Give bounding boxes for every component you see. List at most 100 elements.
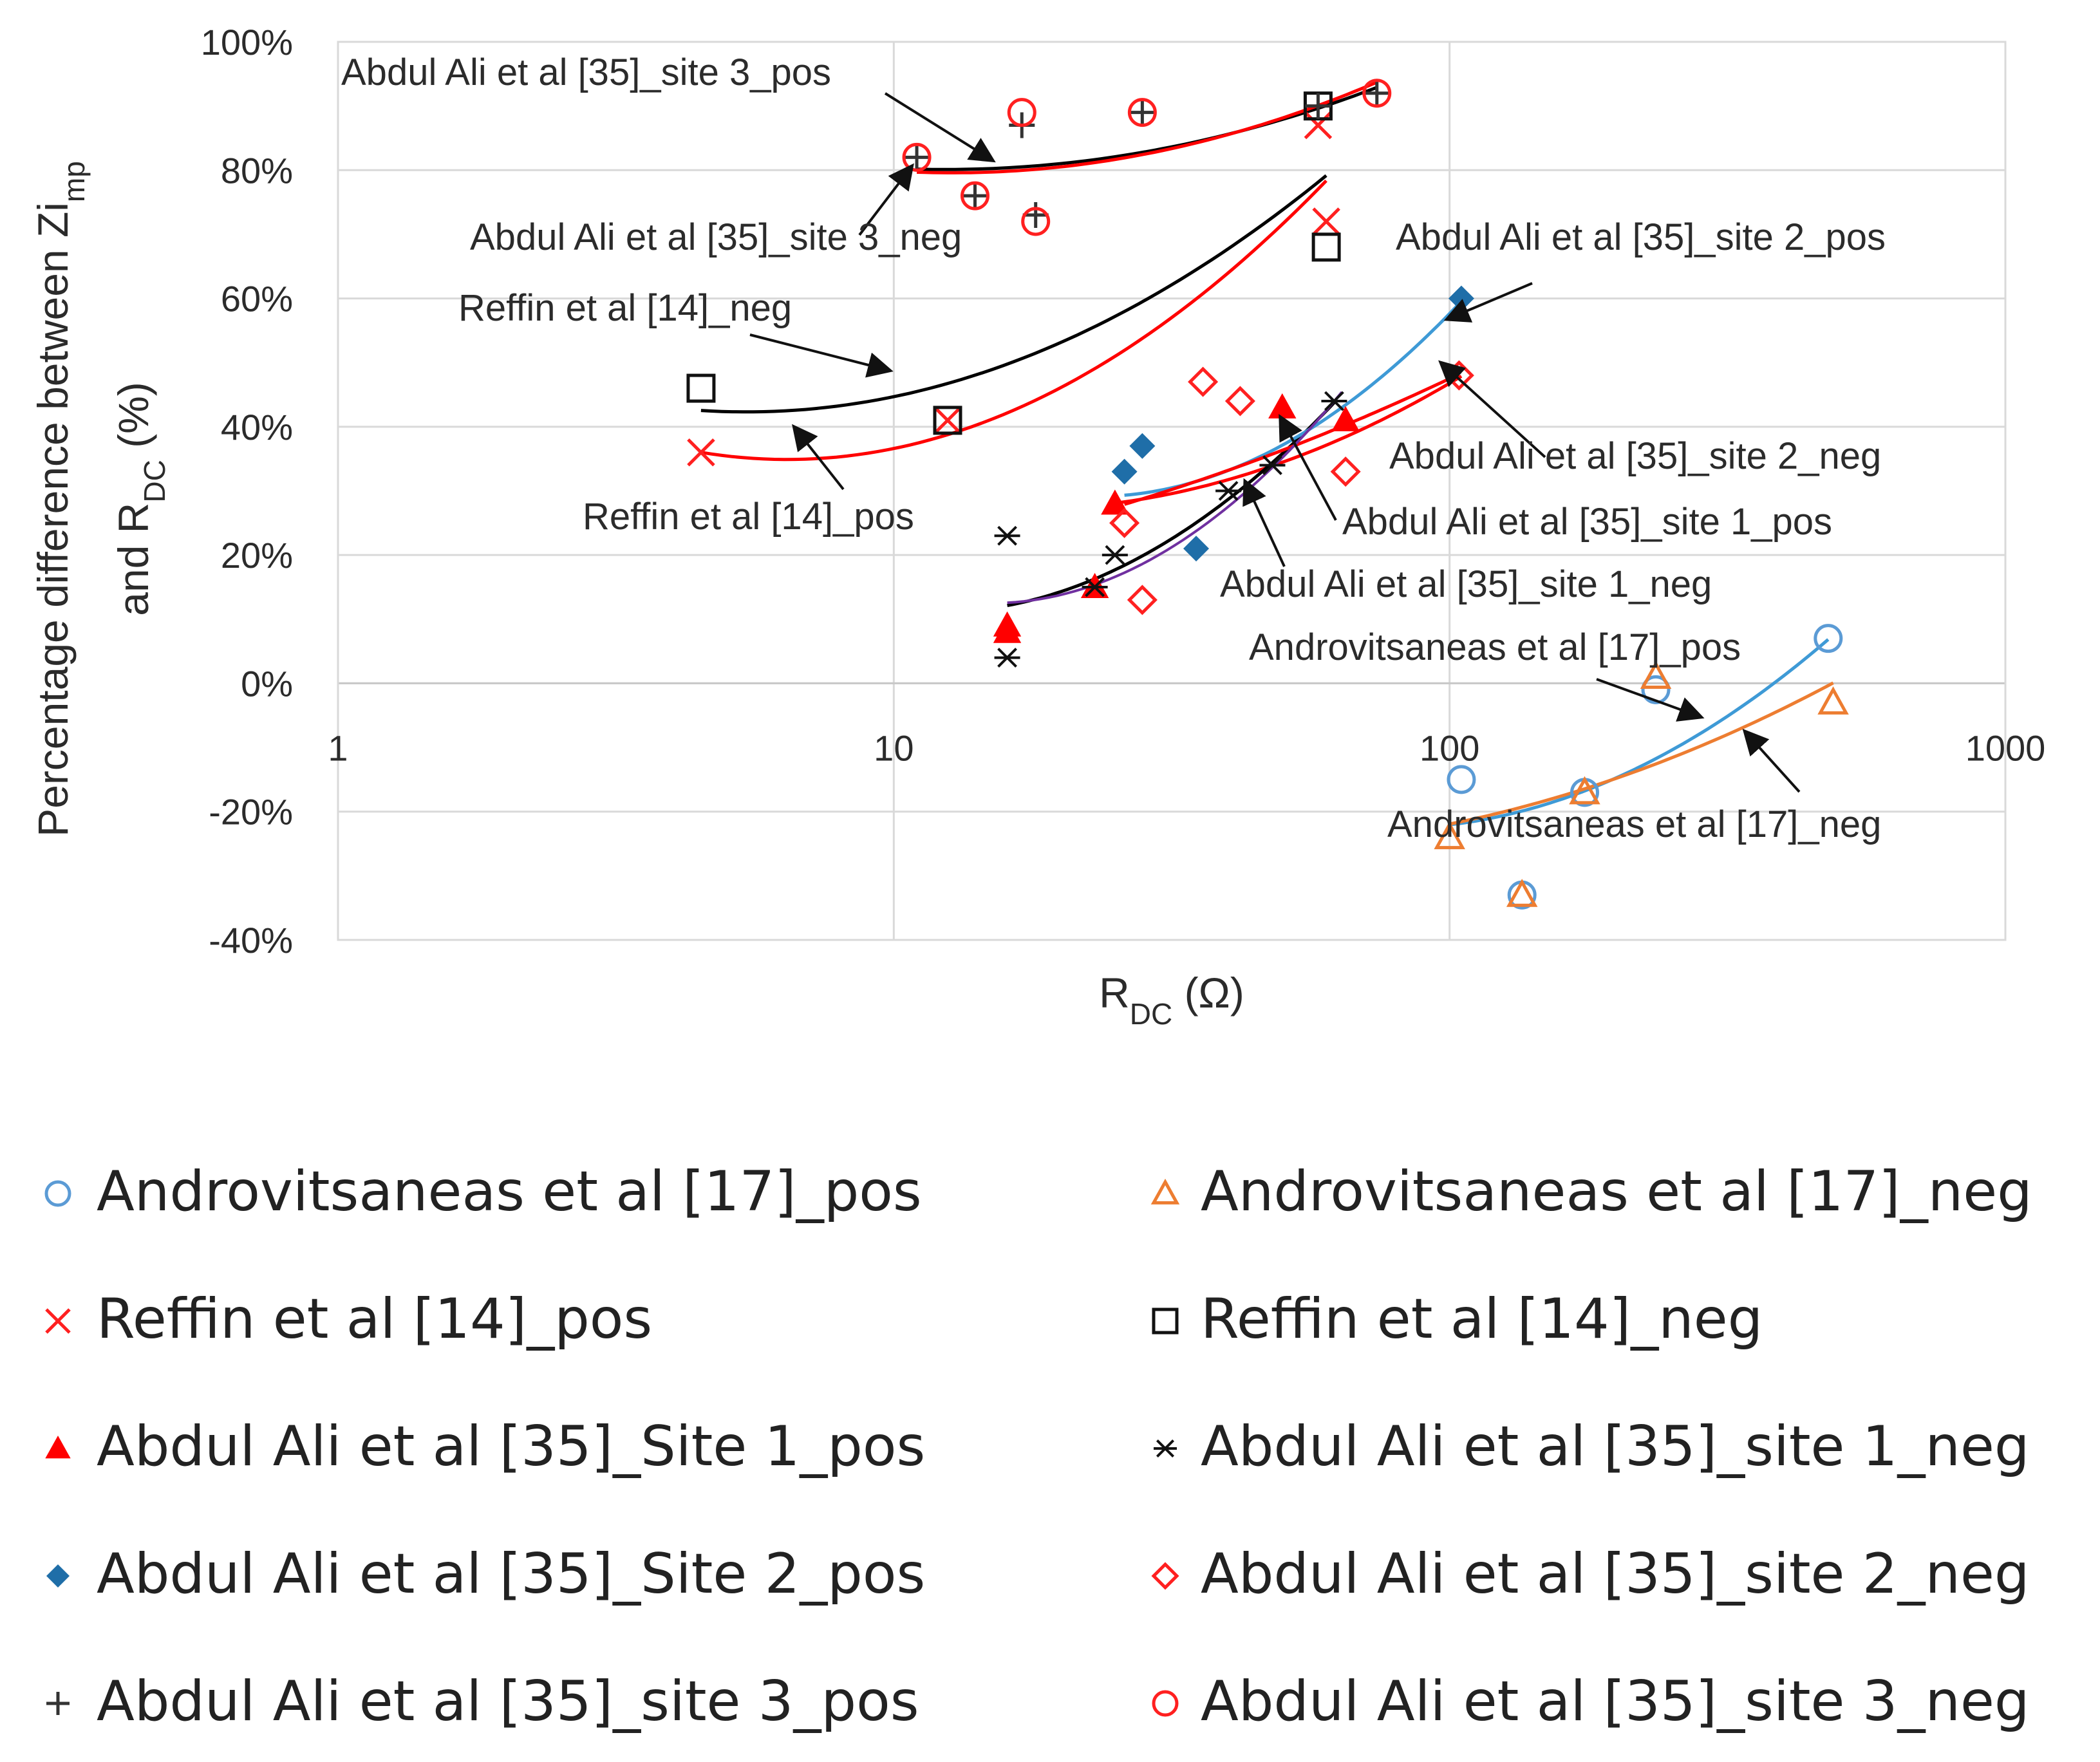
svg-text:and RDC (%): and RDC (%) xyxy=(109,382,171,616)
marker-triangle xyxy=(1434,821,1465,850)
marker-plus xyxy=(46,1692,70,1715)
marker-triangle xyxy=(45,1435,71,1459)
annotation-arrow xyxy=(858,163,914,236)
data-point xyxy=(687,438,715,467)
marker-x xyxy=(687,438,715,467)
trendline xyxy=(1007,401,1336,608)
annotations: Abdul Ali et al [35]_site 3_pos Abdul Al… xyxy=(341,52,1886,845)
data-point xyxy=(1640,661,1672,689)
y-tick-label: -20% xyxy=(209,792,293,832)
marker-diamond xyxy=(1448,285,1474,312)
marker-asterisk xyxy=(1321,391,1347,411)
annotation: Abdul Ali et al [35]_site 2_pos xyxy=(1396,216,1886,258)
x-axis-ticks: 1 10 100 1000 xyxy=(328,727,2045,768)
marker-diamond xyxy=(1224,386,1255,417)
annotation: Abdul Ali et al [35]_site 1_neg xyxy=(1220,563,1712,605)
marker-diamond xyxy=(1188,366,1219,397)
marker-circle xyxy=(1447,765,1476,794)
data-point xyxy=(933,406,962,435)
marker-x xyxy=(933,406,962,435)
annotation-arrow xyxy=(749,333,894,378)
data-point xyxy=(1101,489,1129,515)
data-points xyxy=(686,79,1849,910)
data-point xyxy=(904,144,930,171)
x-tick-label: 100 xyxy=(1420,727,1479,768)
data-point xyxy=(1007,98,1036,127)
y-label-line1-sub: mp xyxy=(57,161,91,202)
marker-asterisk xyxy=(1215,481,1242,501)
marker-diamond xyxy=(1129,433,1156,459)
annotation-arrow xyxy=(1596,678,1705,722)
trendlines xyxy=(700,80,1834,827)
annotation: Abdul Ali et al [35]_site 1_pos xyxy=(1342,501,1832,543)
marker-diamond xyxy=(1330,456,1361,487)
data-point xyxy=(1814,624,1843,653)
marker-triangle xyxy=(1569,776,1600,805)
marker-diamond xyxy=(1127,585,1158,615)
legend-item: Abdul Ali et al [35]_Site 1_pos xyxy=(45,1414,925,1479)
marker-triangle xyxy=(1150,1178,1180,1204)
y-label-line2: and R xyxy=(109,503,157,616)
data-point xyxy=(1312,207,1340,236)
data-point xyxy=(1259,455,1286,476)
legend-item: Androvitsaneas et al [17]_pos xyxy=(44,1159,922,1224)
data-point xyxy=(1150,1178,1180,1204)
annotation: Abdul Ali et al [35]_site 3_neg xyxy=(470,216,962,258)
data-point xyxy=(960,181,989,211)
legend-label: Abdul Ali et al [35]_site 2_neg xyxy=(1201,1542,2030,1606)
marker-plus xyxy=(1022,202,1049,229)
data-point xyxy=(1268,393,1297,418)
y-tick-label: 20% xyxy=(221,535,293,576)
marker-triangle xyxy=(1101,489,1129,515)
data-point xyxy=(1183,536,1210,562)
marker-asterisk xyxy=(994,525,1020,546)
x-tick-label: 10 xyxy=(874,727,914,768)
marker-plus xyxy=(962,183,988,209)
y-tick-label: 0% xyxy=(241,663,293,704)
x-label-main: R xyxy=(1099,969,1130,1017)
data-point xyxy=(902,142,932,172)
trendline xyxy=(700,179,1327,462)
plot-frame xyxy=(337,41,2007,941)
annotation: Reffin et al [14]_pos xyxy=(583,496,914,538)
data-point xyxy=(1129,99,1156,126)
marker-triangle xyxy=(1268,393,1297,418)
legend-item: Reffin et al [14]_pos xyxy=(45,1287,652,1351)
marker-plus xyxy=(1364,80,1390,106)
marker-triangle xyxy=(993,611,1022,637)
marker-plus xyxy=(1129,99,1156,126)
data-point xyxy=(1305,93,1331,119)
x-axis-label: RDC (Ω) xyxy=(1099,969,1244,1031)
marker-circle xyxy=(1362,79,1392,108)
data-point xyxy=(46,1692,70,1715)
data-point xyxy=(1021,207,1051,236)
legend-label: Abdul Ali et al [35]_Site 1_pos xyxy=(97,1414,925,1479)
annotation: Androvitsaneas et al [17]_pos xyxy=(1249,626,1741,668)
data-point xyxy=(1154,1439,1177,1458)
trendline xyxy=(700,174,1327,414)
data-point xyxy=(1569,776,1600,805)
data-point xyxy=(1331,406,1360,431)
x-label-end: (Ω) xyxy=(1172,969,1244,1017)
annotation-arrow xyxy=(1438,360,1546,458)
marker-triangle xyxy=(1331,406,1360,431)
data-point xyxy=(994,525,1020,546)
svg-text:RDC (Ω): RDC (Ω) xyxy=(1099,969,1244,1031)
data-point xyxy=(994,648,1020,668)
legend-label: Reffin et al [14]_pos xyxy=(97,1287,652,1351)
marker-asterisk xyxy=(1154,1439,1177,1458)
marker-circle xyxy=(1007,98,1036,127)
data-point xyxy=(1304,111,1333,140)
marker-asterisk xyxy=(1259,455,1286,476)
data-point xyxy=(46,1564,70,1588)
y-axis-label: Percentage difference between Zimp and R… xyxy=(29,161,171,837)
trendline xyxy=(917,86,1378,171)
data-point xyxy=(1082,577,1108,597)
data-point xyxy=(933,406,962,435)
marker-triangle xyxy=(1817,686,1849,715)
marker-circle xyxy=(1814,624,1843,653)
marker-square xyxy=(1311,232,1341,262)
annotation: Reffin et al [14]_neg xyxy=(458,287,792,329)
data-point xyxy=(1022,202,1049,229)
